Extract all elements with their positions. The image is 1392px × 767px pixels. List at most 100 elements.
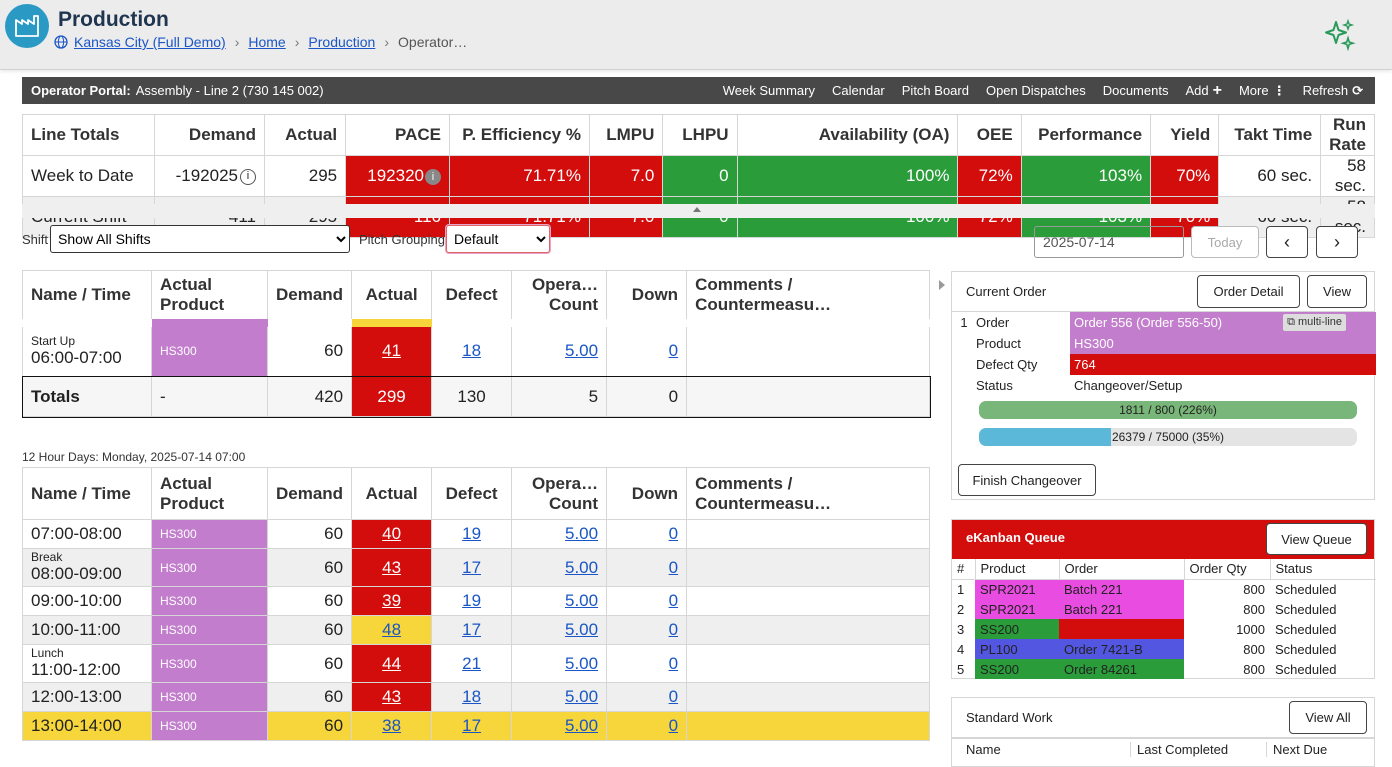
actual-link[interactable]: 43 — [382, 687, 402, 706]
operator-cell: 5.00 — [511, 586, 608, 616]
add-menu[interactable]: Add + — [1185, 82, 1221, 100]
ekanban-title: eKanban Queue — [966, 530, 1065, 545]
info-icon[interactable]: i — [240, 168, 256, 185]
demand-cell: 60 — [266, 615, 353, 645]
standard-work-columns: Name Last Completed Next Due — [952, 738, 1374, 758]
breadcrumb-production[interactable]: Production — [308, 34, 376, 50]
list-item[interactable]: 4 PL100 Order 7421-B 800 Scheduled — [952, 639, 1376, 659]
shift-select[interactable]: Show All Shifts — [50, 225, 350, 253]
info-icon[interactable]: i — [424, 168, 441, 185]
comments-cell[interactable] — [686, 548, 930, 587]
down-link[interactable]: 0 — [668, 716, 679, 735]
defect-link[interactable]: 18 — [462, 341, 482, 361]
order-detail-button[interactable]: Order Detail — [1197, 275, 1300, 308]
period-time: 09:00-10:00 — [31, 591, 122, 610]
defect-link[interactable]: 18 — [462, 687, 482, 706]
progress-bar-setup: 1811 / 800 (226%) — [979, 401, 1357, 419]
table-row: 12:00-13:00 HS300 60 43 18 5.00 0 — [22, 682, 930, 712]
documents-link[interactable]: Documents — [1102, 83, 1169, 98]
prev-day-button[interactable]: ‹ — [1266, 226, 1308, 258]
comments-cell[interactable] — [686, 519, 930, 549]
table-row: 13:00-14:00 HS300 60 38 17 5.00 0 — [22, 711, 930, 741]
down-cell: 0 — [606, 644, 688, 683]
totals-comments — [686, 376, 930, 417]
period-time: 13:00-14:00 — [31, 716, 122, 735]
actual-link[interactable]: 40 — [382, 524, 402, 543]
down-link[interactable]: 0 — [668, 557, 679, 577]
operator-link[interactable]: 5.00 — [564, 716, 599, 735]
col-comments: Comments / Countermeasu… — [686, 467, 930, 520]
down-link[interactable]: 0 — [668, 620, 679, 639]
calendar-link[interactable]: Calendar — [832, 83, 885, 98]
col-demand: Demand — [153, 114, 266, 156]
down-link[interactable]: 0 — [668, 524, 679, 543]
comments-cell[interactable] — [686, 682, 930, 712]
totals-label: Totals — [22, 376, 152, 417]
down-link[interactable]: 0 — [668, 653, 679, 673]
defect-cell: 17 — [431, 548, 513, 587]
actual-link[interactable]: 41 — [382, 341, 402, 361]
week-summary-link[interactable]: Week Summary — [722, 83, 815, 98]
ekanban-panel: eKanban Queue View Queue # Product Order… — [951, 519, 1376, 679]
pitch-grouping-select[interactable]: Default — [446, 225, 550, 253]
defect-link[interactable]: 21 — [462, 653, 482, 673]
operator-link[interactable]: 5.00 — [564, 620, 599, 639]
refresh-button[interactable]: Refresh ⟳ — [1303, 83, 1363, 99]
down-cell: 0 — [606, 682, 688, 712]
next-day-button[interactable]: › — [1316, 226, 1358, 258]
period-time: 10:00-11:00 — [31, 620, 121, 639]
comments-cell[interactable] — [686, 711, 930, 741]
defect-link[interactable]: 17 — [462, 716, 482, 735]
operator-link[interactable]: 5.00 — [564, 557, 599, 577]
list-item[interactable]: 2 SPR2021 Batch 221 800 Scheduled — [952, 599, 1376, 619]
more-menu[interactable]: More ⋮ — [1239, 83, 1286, 99]
comments-cell[interactable] — [686, 586, 930, 616]
date-input[interactable]: 2025-07-14 — [1034, 226, 1184, 258]
multiline-badge[interactable]: ⧉ multi-line — [1283, 314, 1346, 331]
list-item[interactable]: 3 SS200 1000 Scheduled — [952, 619, 1376, 639]
finish-changeover-button[interactable]: Finish Changeover — [958, 464, 1096, 496]
product-cell: HS300 — [151, 519, 268, 549]
down-link[interactable]: 0 — [668, 341, 679, 361]
col-actual-product: Actual Product — [151, 467, 268, 520]
caret-up-icon — [693, 207, 701, 212]
comments-cell[interactable] — [686, 644, 930, 683]
view-all-button[interactable]: View All — [1289, 701, 1367, 734]
operator-link[interactable]: 5.00 — [564, 591, 599, 610]
factory-logo-icon[interactable] — [5, 4, 49, 48]
operator-link[interactable]: 5.00 — [564, 524, 599, 543]
actual-link[interactable]: 43 — [382, 557, 402, 577]
queue-status: Scheduled — [1275, 641, 1337, 657]
col-operator-count: Opera… Count — [511, 467, 608, 520]
defect-link[interactable]: 17 — [462, 620, 482, 639]
today-button[interactable]: Today — [1191, 226, 1259, 258]
status-value: Changeover/Setup — [1074, 378, 1183, 393]
actual-link[interactable]: 48 — [382, 620, 402, 639]
list-item[interactable]: 1 SPR2021 Batch 221 800 Scheduled — [952, 579, 1376, 599]
view-order-button[interactable]: View — [1307, 275, 1367, 308]
comments-cell[interactable] — [686, 615, 930, 645]
defect-link[interactable]: 19 — [462, 524, 482, 543]
actual-link[interactable]: 38 — [382, 716, 402, 735]
operator-link[interactable]: 5.00 — [564, 653, 599, 673]
expand-panel-icon[interactable] — [939, 280, 945, 290]
vertical-dots-icon: ⋮ — [1272, 82, 1286, 98]
collapse-totals-toggle[interactable] — [22, 204, 1375, 218]
ai-sparkle-icon[interactable] — [1322, 18, 1356, 57]
operator-link[interactable]: 5.00 — [564, 687, 599, 706]
view-queue-button[interactable]: View Queue — [1266, 523, 1367, 555]
defect-link[interactable]: 17 — [462, 557, 482, 577]
defect-link[interactable]: 19 — [462, 591, 482, 610]
comments-cell[interactable] — [686, 318, 930, 377]
open-dispatches-link[interactable]: Open Dispatches — [985, 83, 1086, 98]
operator-link[interactable]: 5.00 — [564, 341, 599, 361]
down-link[interactable]: 0 — [668, 687, 679, 706]
list-item[interactable]: 5 SS200 Order 84261 800 Scheduled — [952, 659, 1376, 679]
actual-link[interactable]: 44 — [382, 653, 402, 673]
col-order: Order — [1059, 559, 1185, 580]
pitch-board-link[interactable]: Pitch Board — [901, 83, 969, 98]
down-link[interactable]: 0 — [668, 591, 679, 610]
breadcrumb-site[interactable]: Kansas City (Full Demo) — [74, 34, 226, 50]
actual-link[interactable]: 39 — [382, 591, 402, 610]
breadcrumb-home[interactable]: Home — [248, 34, 286, 50]
